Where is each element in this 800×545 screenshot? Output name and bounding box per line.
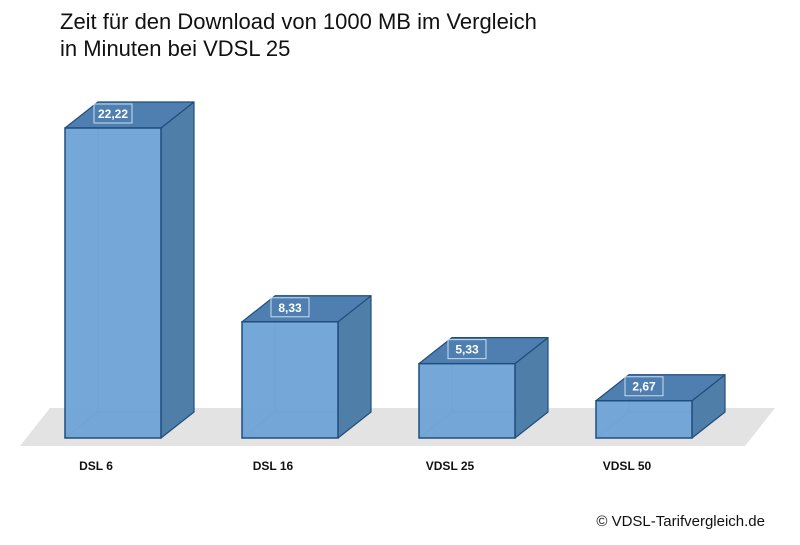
data-label-box-dsl-6 (93, 103, 133, 124)
data-label-box-vdsl-50 (624, 376, 664, 397)
data-label-box-vdsl-25 (447, 339, 487, 360)
bar-dsl-16 (241, 321, 339, 439)
bar-dsl-6-side (160, 101, 195, 439)
data-label-box-dsl-16 (270, 297, 310, 318)
bar-vdsl-50 (595, 399, 693, 439)
chart-title-line-2: in Minuten bei VDSL 25 (60, 36, 291, 61)
x-tick-label-dsl-6: DSL 6 (79, 459, 113, 473)
chart-title: Zeit für den Download von 1000 MB im Ver… (60, 8, 537, 62)
copyright-note: © VDSL-Tarifvergleich.de (596, 513, 765, 530)
x-tick-label-vdsl-25: VDSL 25 (426, 459, 475, 473)
chart-floor (20, 408, 775, 446)
data-label-vdsl-25: 5,33 (455, 343, 479, 357)
chart-title-line-1: Zeit für den Download von 1000 MB im Ver… (60, 9, 537, 34)
x-tick-label-vdsl-50: VDSL 50 (603, 459, 652, 473)
data-label-dsl-6: 22,22 (98, 107, 128, 121)
x-tick-label-dsl-16: DSL 16 (253, 459, 294, 473)
data-label-vdsl-50: 2,67 (632, 380, 656, 394)
bar-dsl-6 (64, 127, 162, 439)
data-label-dsl-16: 8,33 (278, 301, 302, 315)
bar-vdsl-25 (418, 362, 516, 439)
